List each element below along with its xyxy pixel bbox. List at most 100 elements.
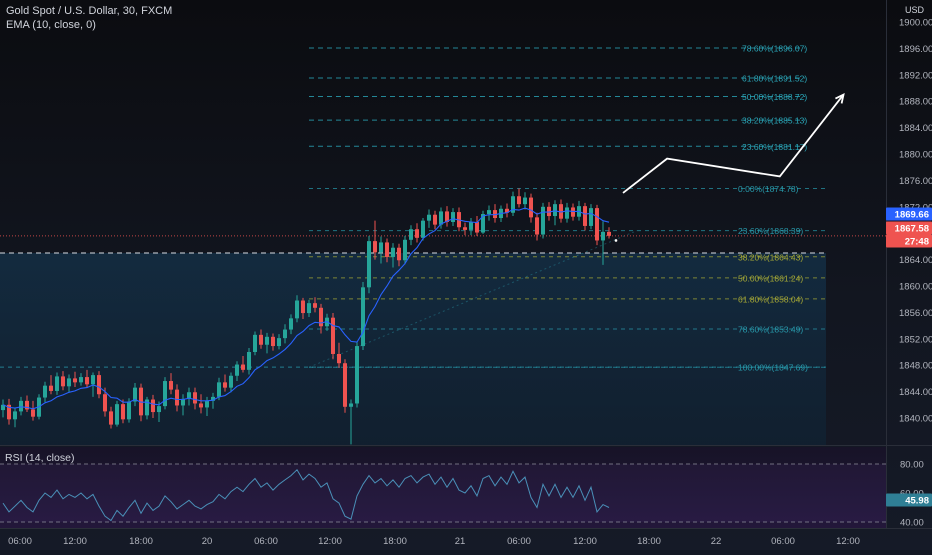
candle-bullish[interactable] [409, 229, 413, 240]
candle-bearish[interactable] [571, 207, 575, 217]
candle-bullish[interactable] [421, 220, 425, 238]
candle-bearish[interactable] [259, 334, 263, 345]
candle-bearish[interactable] [223, 382, 227, 388]
candle-bearish[interactable] [373, 241, 377, 253]
candle-bearish[interactable] [73, 378, 77, 383]
rsi-line[interactable] [2, 469, 610, 522]
candle-bullish[interactable] [127, 401, 131, 420]
candle-bullish[interactable] [391, 247, 395, 257]
candle-bearish[interactable] [385, 242, 389, 257]
candle-bearish[interactable] [337, 353, 341, 364]
candle-bullish[interactable] [451, 212, 455, 222]
candle-bearish[interactable] [241, 364, 245, 370]
candle-bullish[interactable] [481, 214, 485, 233]
candle-bullish[interactable] [79, 377, 83, 383]
candle-bullish[interactable] [265, 336, 269, 345]
candle-bullish[interactable] [361, 287, 365, 347]
candle-bearish[interactable] [319, 307, 323, 327]
candle-bearish[interactable] [343, 363, 347, 407]
candle-bearish[interactable] [433, 214, 437, 225]
candle-bullish[interactable] [439, 211, 443, 225]
candle-bearish[interactable] [301, 300, 305, 314]
candle-bearish[interactable] [199, 403, 203, 408]
candle-bearish[interactable] [331, 317, 335, 354]
candle-bearish[interactable] [25, 400, 29, 410]
candle-bullish[interactable] [487, 210, 491, 215]
candle-bullish[interactable] [133, 387, 137, 402]
candle-bullish[interactable] [601, 231, 605, 241]
candle-bullish[interactable] [367, 241, 371, 288]
candle-bearish[interactable] [445, 211, 449, 222]
candle-bullish[interactable] [427, 214, 431, 221]
candle-bullish[interactable] [157, 406, 161, 413]
candle-bearish[interactable] [7, 404, 11, 420]
candle-bullish[interactable] [289, 318, 293, 330]
candle-bullish[interactable] [229, 375, 233, 388]
candle-bullish[interactable] [163, 381, 167, 407]
candle-bearish[interactable] [529, 197, 533, 218]
candle-bullish[interactable] [469, 221, 473, 230]
candle-bearish[interactable] [85, 377, 89, 385]
candle-bullish[interactable] [295, 300, 299, 319]
ema-line[interactable] [2, 207, 610, 410]
candle-bullish[interactable] [1, 404, 5, 411]
projection-path-arrow[interactable] [622, 94, 845, 194]
candle-bullish[interactable] [307, 303, 311, 314]
candle-bearish[interactable] [49, 385, 53, 391]
candle-bearish[interactable] [607, 231, 611, 236]
candle-bearish[interactable] [493, 210, 497, 219]
candle-bullish[interactable] [43, 385, 47, 398]
candle-bearish[interactable] [583, 206, 587, 226]
candle-bearish[interactable] [139, 387, 143, 416]
candle-bearish[interactable] [109, 411, 113, 425]
candle-bullish[interactable] [253, 334, 257, 352]
candle-bullish[interactable] [145, 399, 149, 416]
candle-bearish[interactable] [559, 204, 563, 219]
rsi-indicator-label[interactable]: RSI (14, close) [5, 452, 75, 464]
currency-label[interactable]: USD [905, 5, 925, 15]
candle-bullish[interactable] [565, 207, 569, 219]
candle-bearish[interactable] [547, 206, 551, 217]
candle-bullish[interactable] [403, 239, 407, 261]
candle-bullish[interactable] [211, 396, 215, 401]
candle-bullish[interactable] [235, 364, 239, 376]
candle-bearish[interactable] [61, 376, 65, 387]
candle-bearish[interactable] [463, 227, 467, 230]
candle-bullish[interactable] [217, 382, 221, 397]
candle-bullish[interactable] [19, 400, 23, 412]
candle-bearish[interactable] [193, 392, 197, 404]
candle-bullish[interactable] [277, 338, 281, 347]
candle-bullish[interactable] [91, 375, 95, 385]
candle-bullish[interactable] [247, 352, 251, 370]
candle-bearish[interactable] [595, 208, 599, 241]
candle-bearish[interactable] [169, 381, 173, 390]
ema-indicator-label[interactable]: EMA (10, close, 0) [6, 19, 96, 31]
candle-bearish[interactable] [517, 196, 521, 205]
candle-bearish[interactable] [271, 336, 275, 347]
candle-bearish[interactable] [97, 375, 101, 395]
symbol-title[interactable]: Gold Spot / U.S. Dollar, 30, FXCM [6, 5, 173, 17]
candle-bearish[interactable] [505, 208, 509, 213]
candle-bearish[interactable] [535, 217, 539, 235]
candle-bearish[interactable] [121, 404, 125, 420]
candle-bullish[interactable] [379, 242, 383, 253]
candle-bearish[interactable] [475, 221, 479, 233]
candle-bearish[interactable] [151, 399, 155, 413]
candle-bullish[interactable] [355, 346, 359, 404]
candle-bearish[interactable] [415, 229, 419, 238]
candle-bearish[interactable] [103, 394, 107, 412]
candle-bullish[interactable] [349, 403, 353, 407]
candle-bearish[interactable] [397, 247, 401, 261]
candle-bullish[interactable] [13, 411, 17, 420]
candle-bullish[interactable] [589, 208, 593, 226]
candle-bullish[interactable] [55, 376, 59, 391]
candle-bullish[interactable] [553, 204, 557, 217]
candle-bearish[interactable] [31, 409, 35, 417]
candle-bullish[interactable] [511, 196, 515, 213]
candle-bullish[interactable] [181, 398, 185, 406]
candle-bullish[interactable] [205, 400, 209, 408]
candle-bullish[interactable] [541, 206, 545, 235]
candle-bullish[interactable] [523, 197, 527, 205]
